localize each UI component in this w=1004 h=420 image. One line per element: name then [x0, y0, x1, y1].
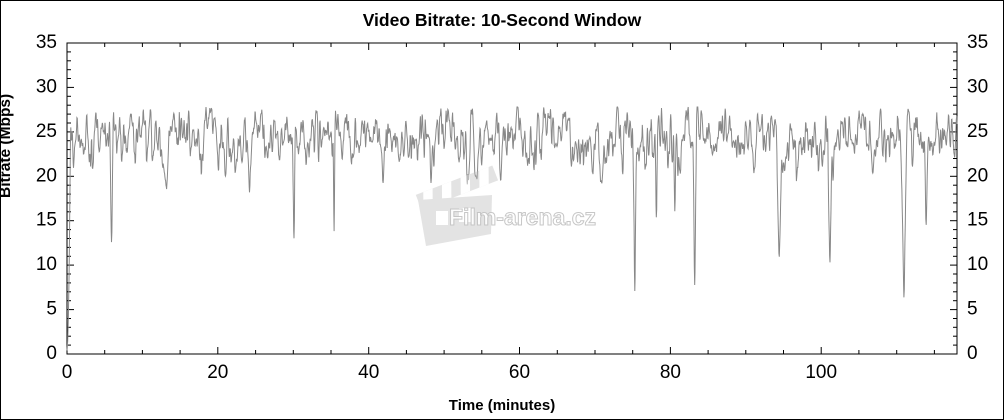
svg-text:60: 60	[509, 362, 530, 383]
svg-text:35: 35	[36, 32, 57, 53]
svg-text:25: 25	[36, 121, 57, 142]
svg-text:30: 30	[967, 76, 988, 97]
svg-text:5: 5	[46, 299, 57, 320]
svg-text:15: 15	[36, 210, 57, 231]
svg-text:15: 15	[967, 210, 988, 231]
svg-text:20: 20	[207, 362, 228, 383]
svg-text:40: 40	[358, 362, 379, 383]
svg-text:5: 5	[967, 299, 978, 320]
svg-text:Film-arena.cz: Film-arena.cz	[449, 204, 596, 230]
svg-text:10: 10	[967, 254, 988, 275]
svg-text:10: 10	[36, 254, 57, 275]
svg-text:80: 80	[660, 362, 681, 383]
svg-text:0: 0	[967, 343, 978, 364]
svg-text:20: 20	[36, 165, 57, 186]
svg-text:0: 0	[62, 362, 73, 383]
svg-text:25: 25	[967, 121, 988, 142]
svg-text:30: 30	[36, 76, 57, 97]
svg-text:35: 35	[967, 32, 988, 53]
svg-text:0: 0	[46, 343, 57, 364]
svg-text:100: 100	[805, 362, 837, 383]
svg-text:20: 20	[967, 165, 988, 186]
